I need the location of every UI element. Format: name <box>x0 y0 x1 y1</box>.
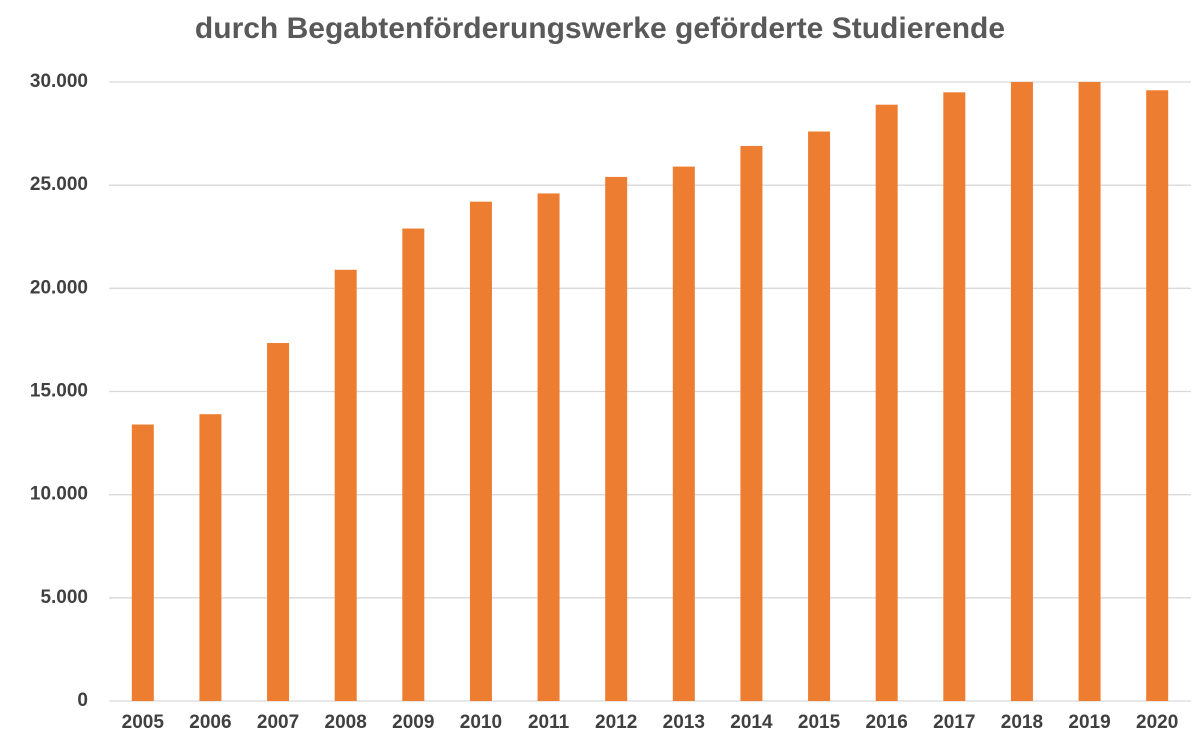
bar <box>199 414 222 701</box>
bar <box>469 201 492 701</box>
bar <box>875 104 898 702</box>
y-tick-label: 5.000 <box>40 587 88 608</box>
bar <box>740 145 763 702</box>
x-tick-label: 2020 <box>1136 712 1178 733</box>
bar <box>267 343 290 701</box>
x-tick-label: 2019 <box>1068 712 1110 733</box>
x-tick-label: 2013 <box>663 712 705 733</box>
x-tick-label: 2010 <box>460 712 502 733</box>
x-tick-label: 2014 <box>730 712 773 733</box>
bar <box>402 228 425 701</box>
y-tick-label: 20.000 <box>30 277 88 298</box>
x-tick-label: 2011 <box>528 712 570 733</box>
x-tick-label: 2005 <box>122 712 165 733</box>
bar <box>334 269 357 701</box>
bar <box>131 424 154 701</box>
x-tick-label: 2007 <box>257 712 299 733</box>
chart-title: durch Begabtenförderungswerke geförderte… <box>195 12 1005 45</box>
y-tick-label: 25.000 <box>30 174 88 195</box>
x-tick-label: 2015 <box>798 712 841 733</box>
y-tick-label: 30.000 <box>30 71 88 92</box>
x-tick-label: 2006 <box>189 712 231 733</box>
y-tick-label: 15.000 <box>30 381 88 402</box>
x-tick-label: 2017 <box>933 712 975 733</box>
x-tick-label: 2018 <box>1001 712 1043 733</box>
x-tick-label: 2016 <box>866 712 908 733</box>
bar <box>672 166 695 701</box>
bar <box>537 193 560 702</box>
bar <box>943 92 966 702</box>
bar <box>1010 82 1033 701</box>
bar <box>605 176 628 701</box>
bar <box>1078 82 1101 701</box>
y-tick-label: 0 <box>77 690 88 711</box>
bar <box>808 131 831 701</box>
x-tick-label: 2008 <box>325 712 367 733</box>
x-tick-label: 2012 <box>595 712 637 733</box>
x-tick-label: 2009 <box>392 712 434 733</box>
bar <box>1146 90 1169 701</box>
y-tick-label: 10.000 <box>30 484 88 505</box>
